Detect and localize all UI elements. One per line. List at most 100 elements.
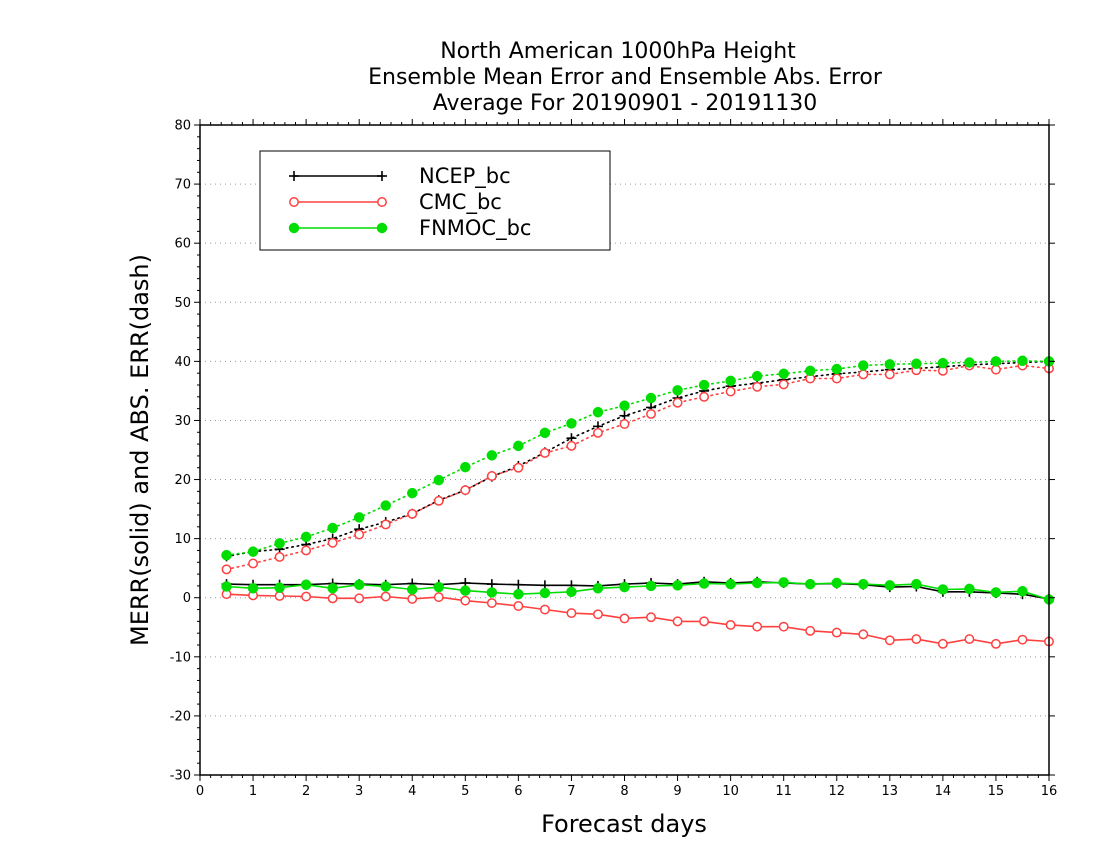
cmc-bc-abs-err-point — [646, 409, 656, 419]
ncep-bc-abs-err-line — [225, 360, 1050, 558]
cmc-bc-abs-err-point — [725, 386, 736, 397]
cmc-bc-merr-point — [619, 613, 630, 624]
title-line-3: Average For 20190901 - 20191130 — [433, 91, 818, 116]
cmc-bc-abs-err-point — [990, 364, 1001, 375]
fnmoc-bc-abs-err-point — [353, 512, 365, 523]
fnmoc-bc-abs-err-point — [407, 487, 418, 499]
fnmoc-bc-abs-err-line — [225, 359, 1050, 557]
cmc-bc-merr-point — [990, 638, 1001, 649]
cmc-bc-merr-point — [805, 625, 816, 636]
fnmoc-bc-merr-point — [407, 584, 418, 595]
fnmoc-bc-merr-point — [964, 583, 975, 595]
cmc-bc-abs-err-point — [513, 462, 524, 473]
cmc-bc-merr-point — [672, 616, 683, 627]
fnmoc-bc-abs-err-point — [1017, 355, 1028, 367]
x-tick-label: 12 — [828, 784, 845, 799]
fnmoc-bc-abs-err-point — [513, 440, 524, 452]
cmc-bc-abs-err-point — [699, 391, 710, 402]
fnmoc-bc-abs-err-point — [566, 418, 577, 429]
legend-marker-end-ncep-bc — [377, 171, 387, 181]
fnmoc-bc-merr-point — [911, 578, 922, 590]
cmc-bc-merr-point — [513, 601, 524, 611]
cmc-bc-abs-err-point — [380, 519, 391, 530]
x-tick-label: 9 — [673, 784, 681, 799]
cmc-bc-abs-err-point — [778, 379, 789, 390]
fnmoc-bc-merr-point — [778, 577, 789, 588]
y-tick-label: -10 — [170, 650, 191, 665]
fnmoc-bc-abs-err-point — [751, 370, 763, 382]
cmc-bc-abs-err-point — [407, 508, 418, 519]
fnmoc-bc-merr-point — [990, 587, 1002, 598]
cmc-bc-merr-point — [274, 591, 285, 601]
cmc-bc-merr-point — [354, 593, 365, 604]
cmc-bc-merr-point — [1017, 634, 1028, 645]
legend-entry-cmc-bc: CMC_bc — [289, 190, 502, 215]
cmc-bc-merr-point — [937, 638, 948, 649]
x-axis-label: Forecast days — [541, 810, 707, 838]
legend-label-ncep-bc: NCEP_bc — [419, 164, 511, 189]
fnmoc-bc-abs-err-point — [221, 549, 232, 561]
cmc-bc-abs-err-point — [486, 471, 497, 481]
y-tick-label: 0 — [183, 591, 191, 606]
cmc-bc-abs-err-point — [858, 369, 869, 380]
legend-label-fnmoc-bc: FNMOC_bc — [419, 216, 531, 241]
fnmoc-bc-merr-point — [645, 580, 657, 592]
fnmoc-bc-abs-err-point — [778, 368, 789, 380]
x-tick-label: 5 — [461, 784, 469, 799]
cmc-bc-merr-point — [433, 592, 444, 603]
fnmoc-bc-abs-err-point — [619, 400, 630, 411]
fnmoc-bc-merr-point — [672, 580, 683, 591]
fnmoc-bc-abs-err-point — [698, 379, 710, 391]
fnmoc-bc-abs-err-point — [539, 427, 551, 439]
y-tick-label: 70 — [174, 178, 191, 193]
y-tick-label: 30 — [174, 414, 191, 429]
cmc-bc-abs-err-point — [248, 558, 259, 569]
fnmoc-bc-abs-err-point — [300, 531, 312, 543]
cmc-bc-merr-point — [778, 621, 789, 632]
fnmoc-bc-merr-point — [353, 579, 365, 590]
cmc-bc-abs-err-point — [327, 537, 338, 548]
fnmoc-bc-merr-point — [433, 581, 445, 593]
fnmoc-bc-merr-point — [486, 587, 498, 598]
fnmoc-bc-merr-point — [751, 577, 763, 589]
fnmoc-bc-abs-err-point — [592, 406, 604, 418]
x-tick-label: 16 — [1041, 784, 1058, 799]
fnmoc-bc-abs-err-point — [964, 357, 975, 368]
cmc-bc-merr-point — [593, 609, 603, 620]
fnmoc-bc-abs-err-point — [911, 358, 922, 369]
cmc-bc-abs-err-point — [301, 545, 312, 556]
cmc-bc-abs-err-point — [539, 448, 550, 458]
cmc-bc-merr-point — [539, 604, 550, 615]
fnmoc-bc-abs-err-point — [486, 450, 498, 461]
data-series — [221, 355, 1055, 649]
fnmoc-bc-merr-point — [566, 586, 577, 598]
fnmoc-bc-merr-point — [858, 578, 869, 590]
cmc-bc-abs-err-point — [831, 373, 842, 384]
legend-marker-start-cmc-bc — [289, 197, 299, 207]
fnmoc-bc-merr-point — [327, 583, 338, 594]
cmc-bc-abs-err-point — [566, 440, 577, 451]
y-axis-label: MERR(solid) and ABS. ERR(dash) — [126, 254, 154, 646]
cmc-bc-merr-point — [699, 616, 710, 627]
fnmoc-bc-abs-err-point — [804, 365, 816, 377]
legend-box — [259, 150, 611, 251]
cmc-bc-abs-err-point — [460, 485, 471, 496]
fnmoc-bc-abs-err-point — [884, 359, 896, 370]
legend-marker-end-fnmoc-bc — [376, 222, 388, 234]
fnmoc-bc-merr-point — [539, 587, 551, 599]
legend-marker-start-fnmoc-bc — [288, 222, 300, 234]
fnmoc-bc-abs-err-point — [672, 385, 683, 396]
x-tick-label: 8 — [620, 784, 628, 799]
fnmoc-bc-abs-err-point — [433, 474, 445, 486]
cmc-bc-merr-point — [301, 591, 312, 602]
fnmoc-bc-merr-point — [221, 581, 232, 592]
cmc-bc-abs-err-point — [274, 552, 285, 562]
cmc-bc-merr-point — [725, 619, 736, 630]
y-tick-label: 60 — [174, 237, 191, 252]
fnmoc-bc-merr-point — [884, 580, 896, 591]
cmc-bc-merr-point — [858, 629, 869, 640]
cmc-bc-merr-point — [964, 634, 975, 645]
fnmoc-bc-merr-point — [274, 582, 285, 593]
title-line-1: North American 1000hPa Height — [440, 39, 796, 64]
